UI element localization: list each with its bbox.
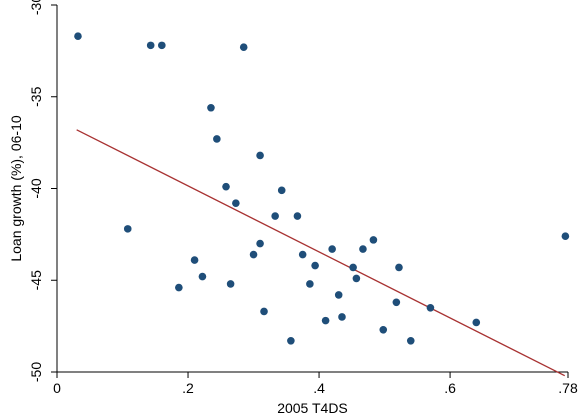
x-axis-title: 2005 T4DS [277,400,348,416]
scatter-point [277,186,286,195]
scatter-point [334,291,343,299]
scatter-point [369,236,378,244]
x-tick-label: .4 [313,380,325,396]
x-tick-label: .2 [182,380,194,396]
scatter-point [395,263,403,272]
scatter-point [222,182,230,191]
fit-line-group [76,129,566,377]
scatter-point [349,263,357,272]
scatter-point [392,298,401,307]
x-axis-ticks: 0 .2 .4 .6 .78 [53,372,578,396]
y-tick-label: -45 [28,270,44,290]
x-tick-label: .78 [558,380,578,396]
scatter-point [311,261,319,270]
scatter-point [175,283,183,292]
y-tick-label: -50 [28,362,44,382]
scatter-point [271,212,279,220]
axes [56,5,568,373]
scatter-point [472,318,481,327]
scatter-point [306,280,314,288]
scatter-point [207,103,215,112]
y-axis-title: Loan growth (%), 06-10 [8,115,24,262]
scatter-point [213,135,221,143]
scatter-point [293,212,302,220]
fit-line [76,129,566,377]
data-points [74,32,570,345]
scatter-point [338,313,346,321]
scatter-point [321,316,330,325]
y-axis-ticks: -30 -35 -40 -45 -50 [28,0,57,382]
scatter-point [561,232,570,241]
x-tick-label: .6 [444,380,456,396]
y-tick-label: -35 [28,86,44,106]
scatter-point [359,245,367,253]
scatter-point [239,43,248,52]
scatter-point [352,274,361,283]
y-tick-label: -40 [28,178,44,198]
scatter-point [256,239,264,248]
y-tick-label: -30 [28,0,44,15]
scatter-point [328,245,336,253]
scatter-point [379,325,388,334]
scatter-point [158,41,166,50]
scatter-point [406,337,415,345]
x-tick-label: 0 [53,380,61,396]
scatter-point [260,307,268,316]
scatter-point [226,280,235,288]
scatter-point [123,225,132,233]
scatter-point [232,199,240,207]
scatter-point [298,250,307,259]
scatter-point [198,272,207,281]
scatter-point [249,250,258,259]
scatter-point [256,151,264,160]
scatter-point [426,303,435,312]
scatter-point [190,256,199,264]
scatter-point [74,32,82,40]
scatter-point [287,337,295,345]
scatter-point [146,41,155,50]
